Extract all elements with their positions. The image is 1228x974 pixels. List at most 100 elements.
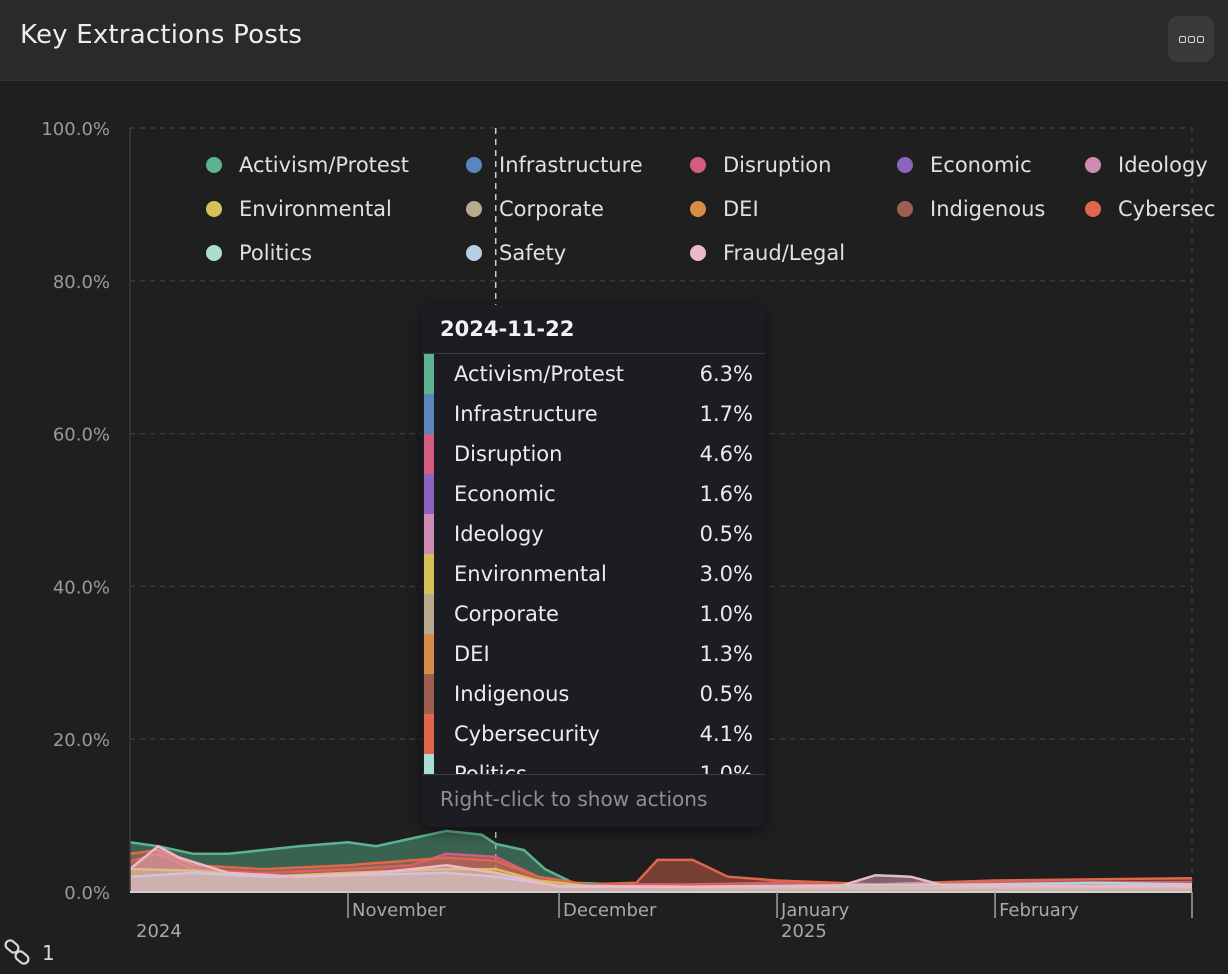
series-area xyxy=(130,850,1192,892)
legend-label: Corporate xyxy=(499,197,604,221)
legend-label: Disruption xyxy=(723,153,831,177)
legend-item[interactable]: Fraud/Legal xyxy=(690,241,845,265)
legend-swatch xyxy=(690,245,706,261)
legend-item[interactable]: DEI xyxy=(690,197,759,221)
tooltip-row: Disruption 4.6% xyxy=(422,434,765,474)
tooltip-swatch xyxy=(424,394,434,434)
tooltip-row: Ideology 0.5% xyxy=(422,514,765,554)
legend-label: Indigenous xyxy=(930,197,1045,221)
y-tick-label: 80.0% xyxy=(53,272,110,293)
x-tick-label: 2024 xyxy=(136,921,182,942)
tooltip-value: 4.1% xyxy=(699,722,753,746)
series-area xyxy=(130,846,1192,892)
tooltip-swatch xyxy=(424,514,434,554)
legend-swatch xyxy=(897,157,913,173)
tooltip-swatch xyxy=(424,714,434,754)
legend-swatch xyxy=(466,245,482,261)
tooltip-label: Corporate xyxy=(454,602,559,626)
tooltip-value: 1.6% xyxy=(699,482,753,506)
tooltip-value: 3.0% xyxy=(699,562,753,586)
tooltip-hint: Right-click to show actions xyxy=(440,787,708,811)
axes: 0.0% 20.0% 40.0% 60.0% 80.0% 100.0% 2024 Novemb… xyxy=(41,119,1193,942)
link-icon xyxy=(4,939,30,965)
legend-item[interactable]: Indigenous xyxy=(897,197,1045,221)
tooltip-swatch xyxy=(424,474,434,514)
tooltip-value: 6.3% xyxy=(699,362,753,386)
page-title: Key Extractions Posts xyxy=(20,20,303,50)
legend-label: Politics xyxy=(239,241,312,265)
tooltip-swatch xyxy=(424,634,434,674)
tooltip-swatch xyxy=(424,354,434,394)
legend-item[interactable]: Ideology xyxy=(1085,153,1208,177)
status-count: 1 xyxy=(42,941,55,965)
tooltip-date: 2024-11-22 xyxy=(440,317,575,341)
tooltip-swatch xyxy=(424,434,434,474)
legend-item[interactable]: Infrastructure xyxy=(466,153,643,177)
series-area xyxy=(130,853,1192,892)
tooltip-swatch xyxy=(424,594,434,634)
legend-swatch xyxy=(466,201,482,217)
legend-item[interactable]: Economic xyxy=(897,153,1032,177)
legend-swatch xyxy=(897,201,913,217)
tooltip-value: 1.7% xyxy=(699,402,753,426)
tooltip-label: Infrastructure xyxy=(454,402,598,426)
legend-item[interactable]: Environmental xyxy=(206,197,392,221)
legend-swatch xyxy=(206,201,222,217)
series-area xyxy=(130,872,1192,892)
y-tick-label: 20.0% xyxy=(53,730,110,751)
series-areas xyxy=(129,829,1193,892)
series-line xyxy=(129,844,1192,888)
legend-label: Cybersec xyxy=(1118,197,1215,221)
legend-item[interactable]: Corporate xyxy=(466,197,604,221)
series-area xyxy=(130,830,1192,892)
tooltip-row: Environmental 3.0% xyxy=(422,554,765,594)
legend-item[interactable]: Politics xyxy=(206,241,312,265)
tooltip-row: Indigenous 0.5% xyxy=(422,674,765,714)
x-tick-label: February xyxy=(999,900,1079,921)
tooltip-label: Activism/Protest xyxy=(454,362,624,386)
legend-swatch xyxy=(466,157,482,173)
legend-item[interactable]: Disruption xyxy=(690,153,831,177)
status-indicator[interactable]: 1 xyxy=(2,936,55,970)
legend-swatch xyxy=(206,157,222,173)
legend-swatch xyxy=(206,245,222,261)
y-tick-label: 100.0% xyxy=(41,119,110,140)
tooltip-label: Disruption xyxy=(454,442,563,466)
tooltip-swatch xyxy=(424,674,434,714)
legend-item[interactable]: Activism/Protest xyxy=(206,153,409,177)
tooltip-row: Infrastructure 1.7% xyxy=(422,394,765,434)
tooltip-row: DEI 1.3% xyxy=(422,634,765,674)
y-tick-label: 0.0% xyxy=(64,883,110,904)
tooltip-label: Environmental xyxy=(454,562,607,586)
legend-swatch xyxy=(690,201,706,217)
tooltip-value: 0.5% xyxy=(699,522,753,546)
tooltip-label: Ideology xyxy=(454,522,544,546)
tooltip-row: Activism/Protest 6.3% xyxy=(422,354,765,394)
tooltip-value: 1.0% xyxy=(699,762,753,775)
tooltip-label: Economic xyxy=(454,482,556,506)
x-tick-year-label: 2025 xyxy=(781,921,827,942)
y-tick-label: 40.0% xyxy=(53,577,110,598)
legend[interactable]: Activism/Protest Infrastructure Disruption… xyxy=(206,153,1215,265)
legend-swatch xyxy=(690,157,706,173)
x-tick-label: January xyxy=(780,900,850,921)
tooltip-label: Politics xyxy=(454,762,527,775)
more-dot-icon xyxy=(1178,35,1186,43)
chart-area[interactable]: 0.0% 20.0% 40.0% 60.0% 80.0% 100.0% 2024 Novemb… xyxy=(0,80,1228,950)
more-dot-icon xyxy=(1187,35,1195,43)
legend-label: Environmental xyxy=(239,197,392,221)
tooltip-swatch xyxy=(424,754,434,774)
y-tick-label: 60.0% xyxy=(53,425,110,446)
legend-label: DEI xyxy=(723,197,759,221)
legend-item[interactable]: Cybersec xyxy=(1085,197,1215,221)
tooltip-list[interactable]: Activism/Protest 6.3% Infrastructure 1.7% Di… xyxy=(422,353,765,775)
legend-item[interactable]: Safety xyxy=(466,241,566,265)
tooltip-row: Cybersecurity 4.1% xyxy=(422,714,765,754)
x-tick-label: November xyxy=(352,900,446,921)
tooltip-swatch xyxy=(424,554,434,594)
more-options-button[interactable] xyxy=(1168,16,1214,62)
legend-swatch xyxy=(1085,157,1101,173)
chart-tooltip: 2024-11-22 Activism/Protest 6.3% Infrastru… xyxy=(422,305,765,827)
more-dot-icon xyxy=(1196,35,1204,43)
tooltip-value: 1.3% xyxy=(699,642,753,666)
